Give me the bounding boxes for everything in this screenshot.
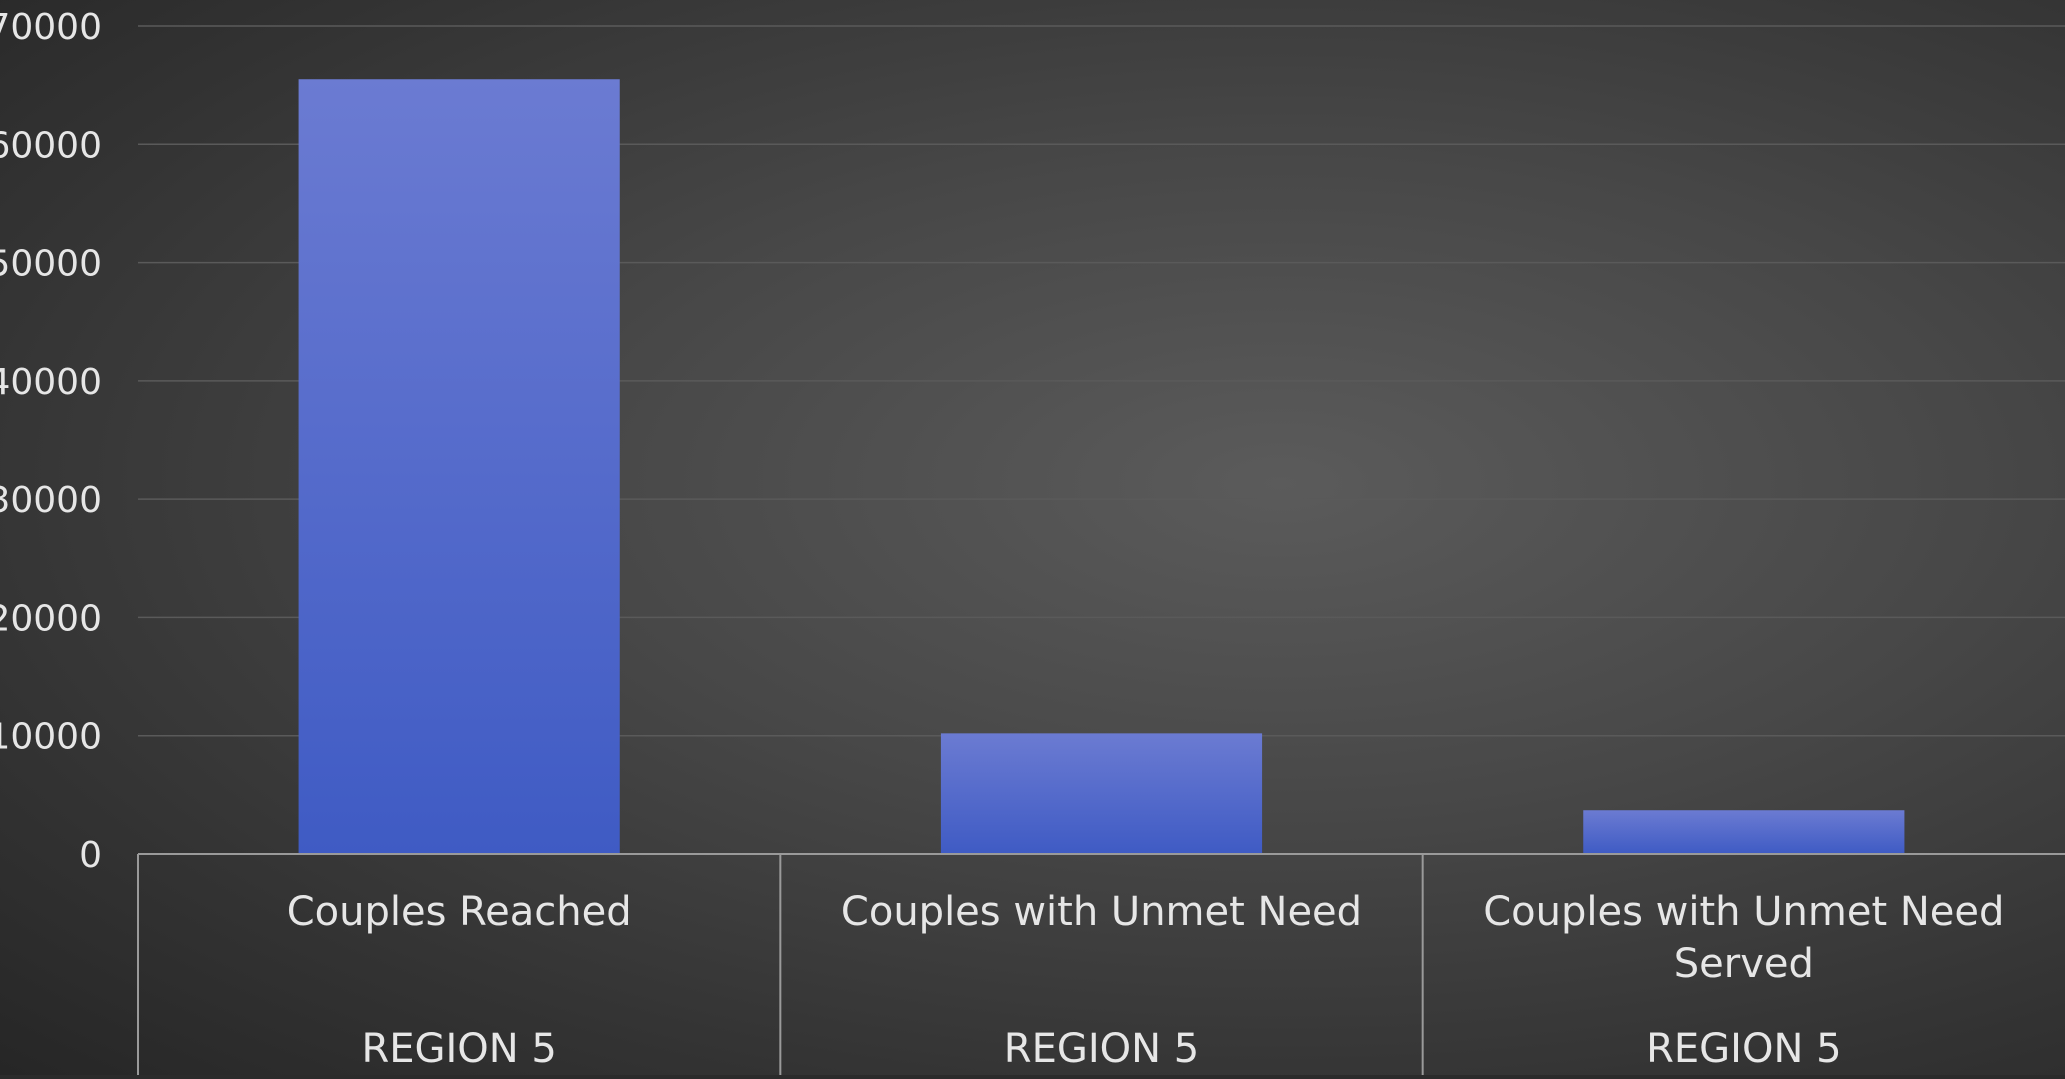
category-label: Couples with Unmet Need Served xyxy=(1483,889,2004,987)
category-label: Couples Reached xyxy=(287,889,632,935)
y-tick-label: 30000 xyxy=(0,480,102,521)
y-tick-label: 10000 xyxy=(0,717,102,758)
y-tick-label: 60000 xyxy=(0,125,102,166)
y-tick-label: 70000 xyxy=(0,7,102,48)
category-axis xyxy=(137,853,2065,1075)
y-tick-label: 50000 xyxy=(0,244,102,285)
category-group-label: REGION 5 xyxy=(361,1026,556,1072)
category-group-label: REGION 5 xyxy=(1646,1026,1841,1072)
x-axis-category-labels: Couples Reached REGION 5 Couples with Unme… xyxy=(287,889,2005,1072)
y-tick-label: 0 xyxy=(79,835,102,876)
bar xyxy=(940,733,1263,854)
category-group-label: REGION 5 xyxy=(1004,1026,1199,1072)
y-tick-label: 40000 xyxy=(0,362,102,403)
y-tick-label: 20000 xyxy=(0,598,102,639)
category-label: Couples with Unmet Need xyxy=(841,889,1362,935)
bar xyxy=(298,79,620,854)
y-axis-tick-labels: 0 10000 20000 30000 40000 50000 60000 70000 xyxy=(0,7,102,876)
bars xyxy=(298,79,1905,854)
bar xyxy=(1583,810,1905,854)
